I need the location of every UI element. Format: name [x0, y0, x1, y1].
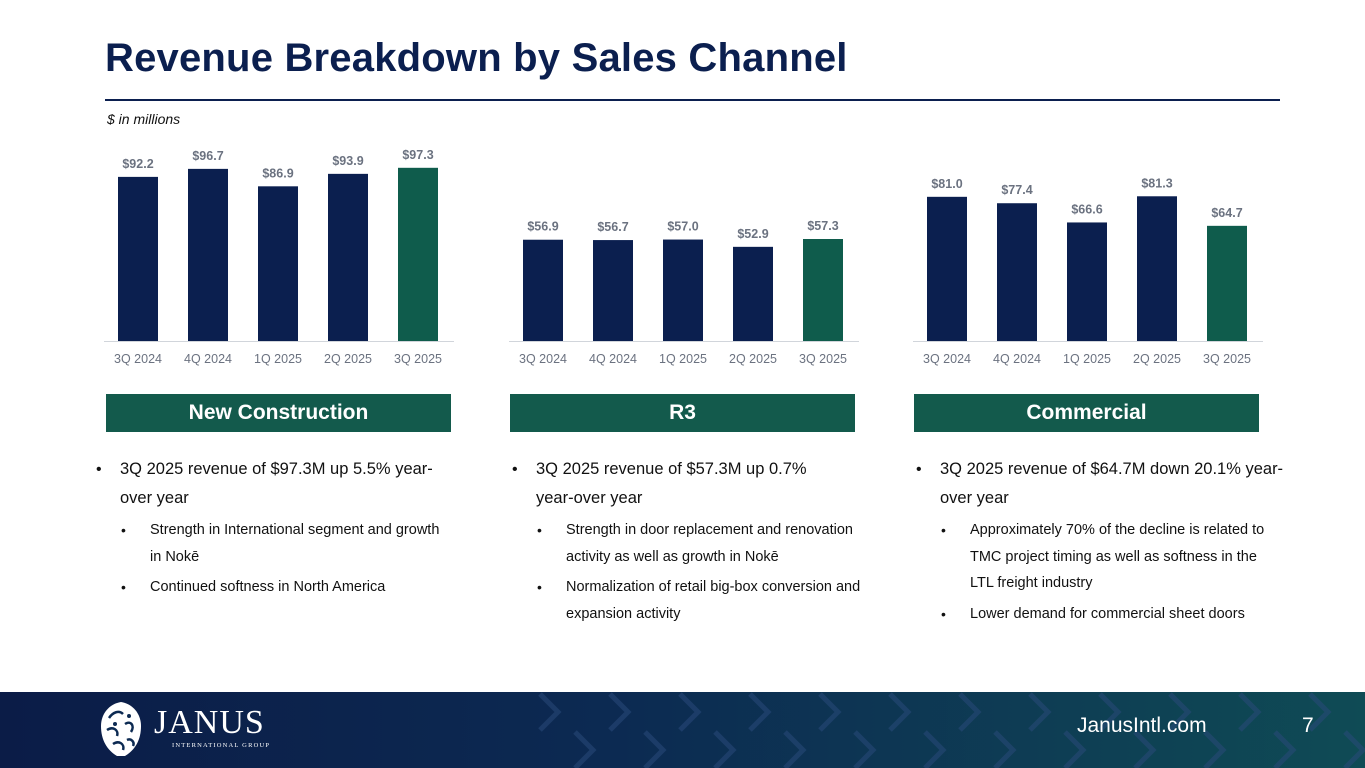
x-tick-label: 4Q 2024: [184, 352, 232, 366]
bar-value-label: $86.9: [262, 166, 293, 180]
bullet-main: 3Q 2025 revenue of $57.3M up 0.7% year-o…: [502, 455, 842, 513]
units-note: $ in millions: [107, 111, 181, 127]
x-tick-label: 3Q 2024: [923, 352, 971, 366]
bar-value-label: $92.2: [122, 157, 153, 171]
bar: [118, 176, 158, 341]
x-tick-label: 4Q 2024: [993, 352, 1041, 366]
bullet-main: 3Q 2025 revenue of $64.7M down 20.1% yea…: [906, 455, 1296, 513]
bar: [1137, 196, 1177, 341]
x-tick-label: 2Q 2025: [729, 352, 777, 366]
r3-header: R3: [510, 394, 855, 432]
r3-chart: $56.9 3Q 2024 $56.7 4Q 2024 $57.0 1Q 2025 $52.…: [509, 219, 859, 366]
bar-value-label: $56.7: [597, 220, 628, 234]
commercial-chart: $81.0 3Q 2024 $77.4 4Q 2024 $66.6 1Q 2025 $81.…: [913, 176, 1263, 366]
x-tick-label: 3Q 2025: [394, 352, 442, 366]
bar-value-label: $93.9: [332, 154, 363, 168]
bar: [188, 168, 228, 341]
janus-logo-icon: [101, 702, 141, 756]
x-tick-label: 3Q 2024: [519, 352, 567, 366]
chevron-pattern: [538, 692, 1365, 768]
bar: [593, 240, 633, 341]
bullet-sub: Strength in door replacement and renovat…: [537, 517, 861, 570]
slide-title: Revenue Breakdown by Sales Channel: [105, 36, 848, 80]
footer-bar: JANUS INTERNATIONAL GROUP JanusIntl.com …: [0, 692, 1365, 768]
bullet-sub: Strength in International segment and gr…: [121, 517, 450, 570]
bar: [398, 167, 438, 341]
bullet-sub: Continued softness in North America: [121, 574, 450, 601]
bullet-sub: Lower demand for commercial sheet doors: [941, 601, 1270, 628]
logo-wordmark: JANUS: [154, 704, 265, 741]
footer-url[interactable]: JanusIntl.com: [1077, 714, 1207, 737]
bar: [328, 173, 368, 341]
x-tick-label: 1Q 2025: [659, 352, 707, 366]
x-tick-label: 3Q 2025: [799, 352, 847, 366]
bullet-sub: Normalization of retail big-box conversi…: [537, 574, 861, 627]
bar-value-label: $97.3: [402, 148, 433, 162]
bullet-main: 3Q 2025 revenue of $97.3M up 5.5% year-o…: [86, 455, 436, 513]
bar: [663, 239, 703, 341]
new-construction-header: New Construction: [106, 394, 451, 432]
x-tick-label: 4Q 2024: [589, 352, 637, 366]
new-construction-bullets: 3Q 2025 revenue of $97.3M up 5.5% year-o…: [86, 455, 456, 601]
bar-value-label: $57.0: [667, 220, 698, 234]
commercial-header: Commercial: [914, 394, 1259, 432]
bar-value-label: $96.7: [192, 149, 223, 163]
bar-value-label: $81.3: [1141, 176, 1172, 190]
bar: [523, 239, 563, 341]
title-divider: [105, 99, 1280, 101]
r3-bullets: 3Q 2025 revenue of $57.3M up 0.7% year-o…: [502, 455, 882, 627]
bar: [803, 239, 843, 341]
bar-value-label: $77.4: [1001, 183, 1032, 197]
bar-value-label: $57.3: [807, 219, 838, 233]
x-tick-label: 1Q 2025: [1063, 352, 1111, 366]
bar-value-label: $66.6: [1071, 202, 1102, 216]
x-tick-label: 1Q 2025: [254, 352, 302, 366]
logo-subtitle: INTERNATIONAL GROUP: [172, 742, 271, 749]
x-tick-label: 2Q 2025: [1133, 352, 1181, 366]
bar: [927, 196, 967, 341]
bar-value-label: $56.9: [527, 220, 558, 234]
new-construction-chart: $92.2 3Q 2024 $96.7 4Q 2024 $86.9 1Q 2025 $93.…: [104, 148, 454, 366]
bar: [1207, 225, 1247, 341]
bullet-sub: Approximately 70% of the decline is rela…: [941, 517, 1270, 597]
x-tick-label: 3Q 2025: [1203, 352, 1251, 366]
commercial-bullets: 3Q 2025 revenue of $64.7M down 20.1% yea…: [906, 455, 1296, 627]
bar-value-label: $52.9: [737, 227, 768, 241]
bar: [997, 203, 1037, 341]
bar: [1067, 222, 1107, 341]
bar-value-label: $81.0: [931, 177, 962, 191]
page-number: 7: [1302, 714, 1314, 737]
x-tick-label: 2Q 2025: [324, 352, 372, 366]
x-tick-label: 3Q 2024: [114, 352, 162, 366]
bar: [733, 246, 773, 341]
bar-value-label: $64.7: [1211, 206, 1242, 220]
bar: [258, 186, 298, 341]
